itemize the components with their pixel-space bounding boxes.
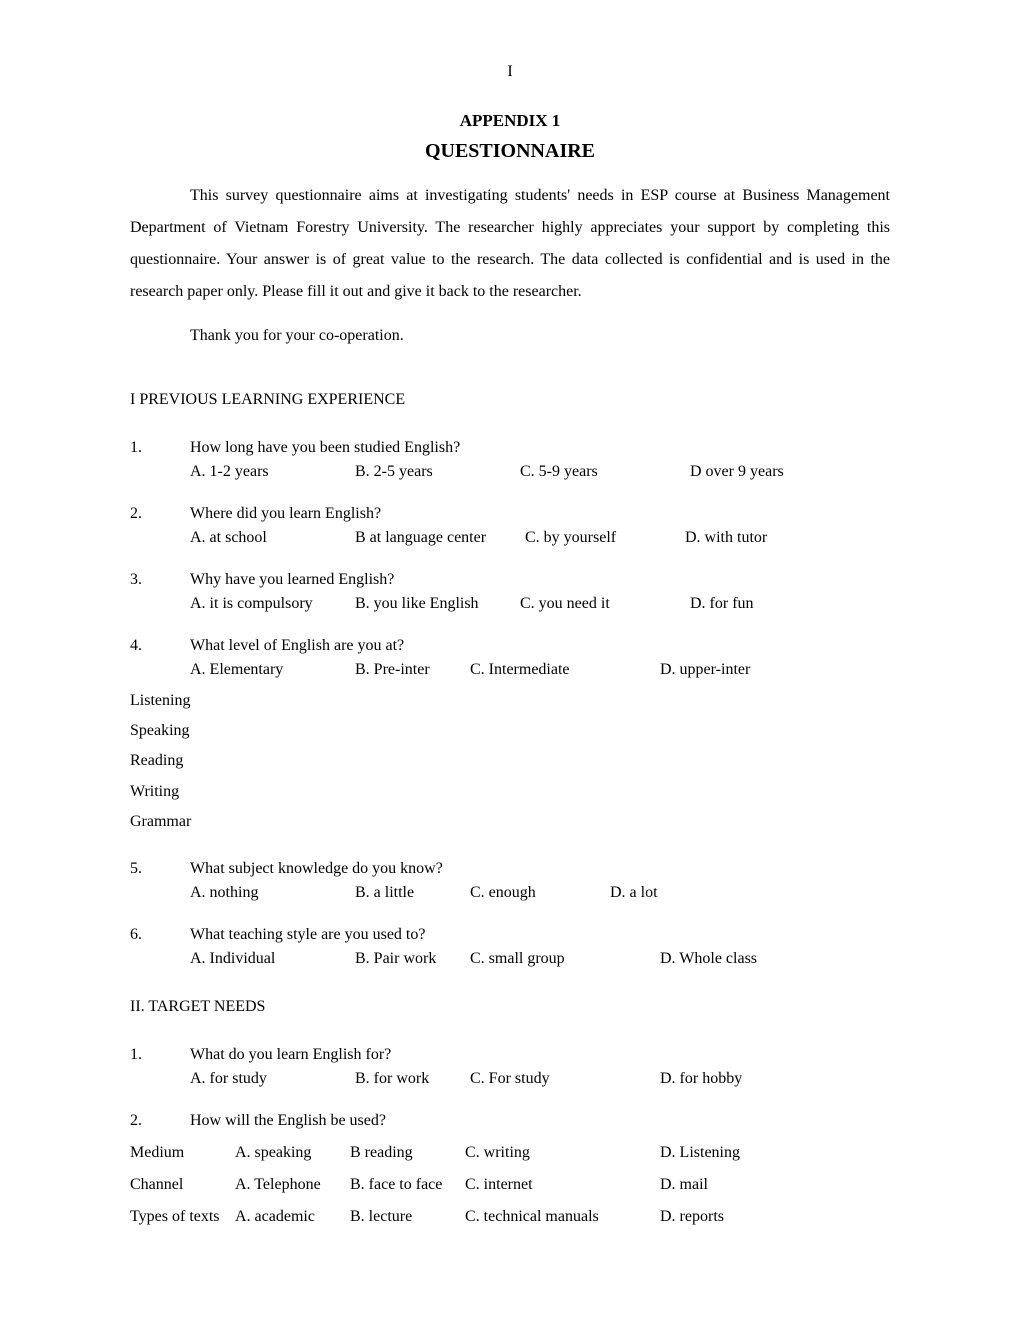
question-5: 5. What subject knowledge do you know? A… [130,857,890,905]
q5-option-c: C. enough [470,881,610,905]
channel-d: D. mail [660,1173,890,1197]
q5-text: What subject knowledge do you know? [190,857,890,881]
medium-d: D. Listening [660,1141,890,1165]
q4-skills: Listening Speaking Reading Writing Gramm… [130,686,890,838]
q4-option-c: C. Intermediate [470,658,660,682]
q2-text: Where did you learn English? [190,502,890,526]
q5-option-b: B. a little [355,881,470,905]
skill-listening: Listening [130,686,890,716]
medium-b: B reading [350,1141,465,1165]
s2q1-option-a: A. for study [190,1067,355,1091]
s2q1-option-d: D. for hobby [660,1067,890,1091]
s2q2-number: 2. [130,1109,190,1133]
q3-number: 3. [130,568,190,592]
types-d: D. reports [660,1205,890,1229]
types-b: B. lecture [350,1205,465,1229]
s2q1-text: What do you learn English for? [190,1043,890,1067]
q1-option-a: A. 1-2 years [190,460,355,484]
s2q1-number: 1. [130,1043,190,1067]
q6-option-d: D. Whole class [660,947,890,971]
question-1: 1. How long have you been studied Englis… [130,436,890,484]
s2q1-option-c: C. For study [470,1067,660,1091]
q1-number: 1. [130,436,190,460]
q1-option-d: D over 9 years [690,460,890,484]
skill-grammar: Grammar [130,807,890,837]
channel-b: B. face to face [350,1173,465,1197]
q3-option-a: A. it is compulsory [190,592,355,616]
s2q1-option-b: B. for work [355,1067,470,1091]
q5-number: 5. [130,857,190,881]
q6-option-b: B. Pair work [355,947,470,971]
section-2-header: II. TARGET NEEDS [130,995,890,1019]
question-4: 4. What level of English are you at? A. … [130,634,890,682]
q1-option-b: B. 2-5 years [355,460,520,484]
channel-row: Channel A. Telephone B. face to face C. … [130,1173,890,1197]
q4-option-d: D. upper-inter [660,658,890,682]
question-2: 2. Where did you learn English? A. at sc… [130,502,890,550]
channel-a: A. Telephone [235,1173,350,1197]
channel-c: C. internet [465,1173,660,1197]
q6-option-c: C. small group [470,947,660,971]
q6-text: What teaching style are you used to? [190,923,890,947]
types-a: A. academic [235,1205,350,1229]
channel-label: Channel [130,1173,235,1197]
types-row: Types of texts A. academic B. lecture C.… [130,1205,890,1229]
q5-option-d: D. a lot [610,881,890,905]
skill-reading: Reading [130,746,890,776]
q1-option-c: C. 5-9 years [520,460,690,484]
skill-writing: Writing [130,777,890,807]
q3-text: Why have you learned English? [190,568,890,592]
q5-option-a: A. nothing [190,881,355,905]
q2-option-a: A. at school [190,526,355,550]
q6-number: 6. [130,923,190,947]
s2-question-1: 1. What do you learn English for? A. for… [130,1043,890,1091]
section-1-header: I PREVIOUS LEARNING EXPERIENCE [130,388,890,412]
q4-number: 4. [130,634,190,658]
appendix-label: APPENDIX 1 [130,108,890,134]
medium-label: Medium [130,1141,235,1165]
q2-option-d: D. with tutor [685,526,890,550]
skill-speaking: Speaking [130,716,890,746]
page-title: QUESTIONNAIRE [130,136,890,166]
s2-question-2: 2. How will the English be used? [130,1109,890,1133]
q2-option-b: B at language center [355,526,525,550]
medium-c: C. writing [465,1141,660,1165]
q4-text: What level of English are you at? [190,634,890,658]
q1-text: How long have you been studied English? [190,436,890,460]
q4-option-b: B. Pre-inter [355,658,470,682]
q3-option-c: C. you need it [520,592,690,616]
thanks-text: Thank you for your co-operation. [190,324,890,348]
q6-option-a: A. Individual [190,947,355,971]
q3-option-b: B. you like English [355,592,520,616]
question-3: 3. Why have you learned English? A. it i… [130,568,890,616]
types-label: Types of texts [130,1205,235,1229]
q4-option-a: A. Elementary [190,658,355,682]
medium-row: Medium A. speaking B reading C. writing … [130,1141,890,1165]
question-6: 6. What teaching style are you used to? … [130,923,890,971]
q2-option-c: C. by yourself [525,526,685,550]
intro-paragraph: This survey questionnaire aims at invest… [130,180,890,308]
medium-a: A. speaking [235,1141,350,1165]
q2-number: 2. [130,502,190,526]
q3-option-d: D. for fun [690,592,890,616]
page-number: I [130,60,890,84]
s2q2-text: How will the English be used? [190,1109,890,1133]
types-c: C. technical manuals [465,1205,660,1229]
